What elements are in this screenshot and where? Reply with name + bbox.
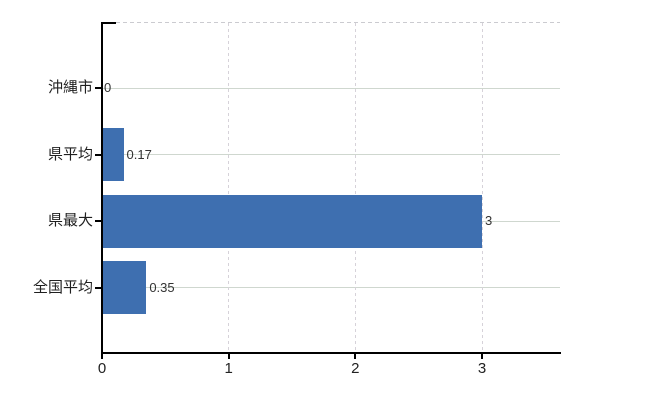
category-label: 県平均 [47, 145, 93, 163]
v-gridline [481, 23, 483, 352]
bar-県最大 [103, 194, 482, 248]
x-tick [481, 354, 483, 359]
x-tick-label: 2 [351, 360, 360, 377]
v-gridline [228, 23, 230, 352]
y-tick [95, 286, 102, 289]
value-label: 0.35 [149, 279, 175, 295]
x-tick-label: 3 [477, 360, 487, 377]
y-axis [101, 22, 103, 353]
value-label: 0.17 [126, 146, 152, 162]
category-label: 全国平均 [32, 278, 93, 296]
category-label: 県最大 [47, 212, 93, 229]
y-tick [95, 87, 102, 89]
x-tick-label: 1 [224, 360, 233, 377]
x-axis [101, 352, 561, 354]
y-tick [95, 153, 102, 156]
value-label: 0 [104, 80, 112, 95]
plot-top-cap [101, 22, 116, 24]
x-tick [354, 354, 357, 359]
y-tick [95, 220, 102, 222]
v-gridline [354, 23, 356, 352]
h-gridline [103, 87, 560, 89]
plot-top-border [116, 22, 560, 23]
x-tick-label: 0 [97, 360, 107, 377]
bar-県平均 [103, 128, 124, 181]
value-label: 3 [485, 213, 493, 228]
x-tick [101, 354, 103, 359]
category-label: 沖縄市 [47, 79, 93, 96]
h-gridline [103, 287, 560, 288]
x-tick [227, 354, 230, 359]
bar-全国平均 [103, 261, 147, 314]
h-gridline [103, 154, 560, 155]
